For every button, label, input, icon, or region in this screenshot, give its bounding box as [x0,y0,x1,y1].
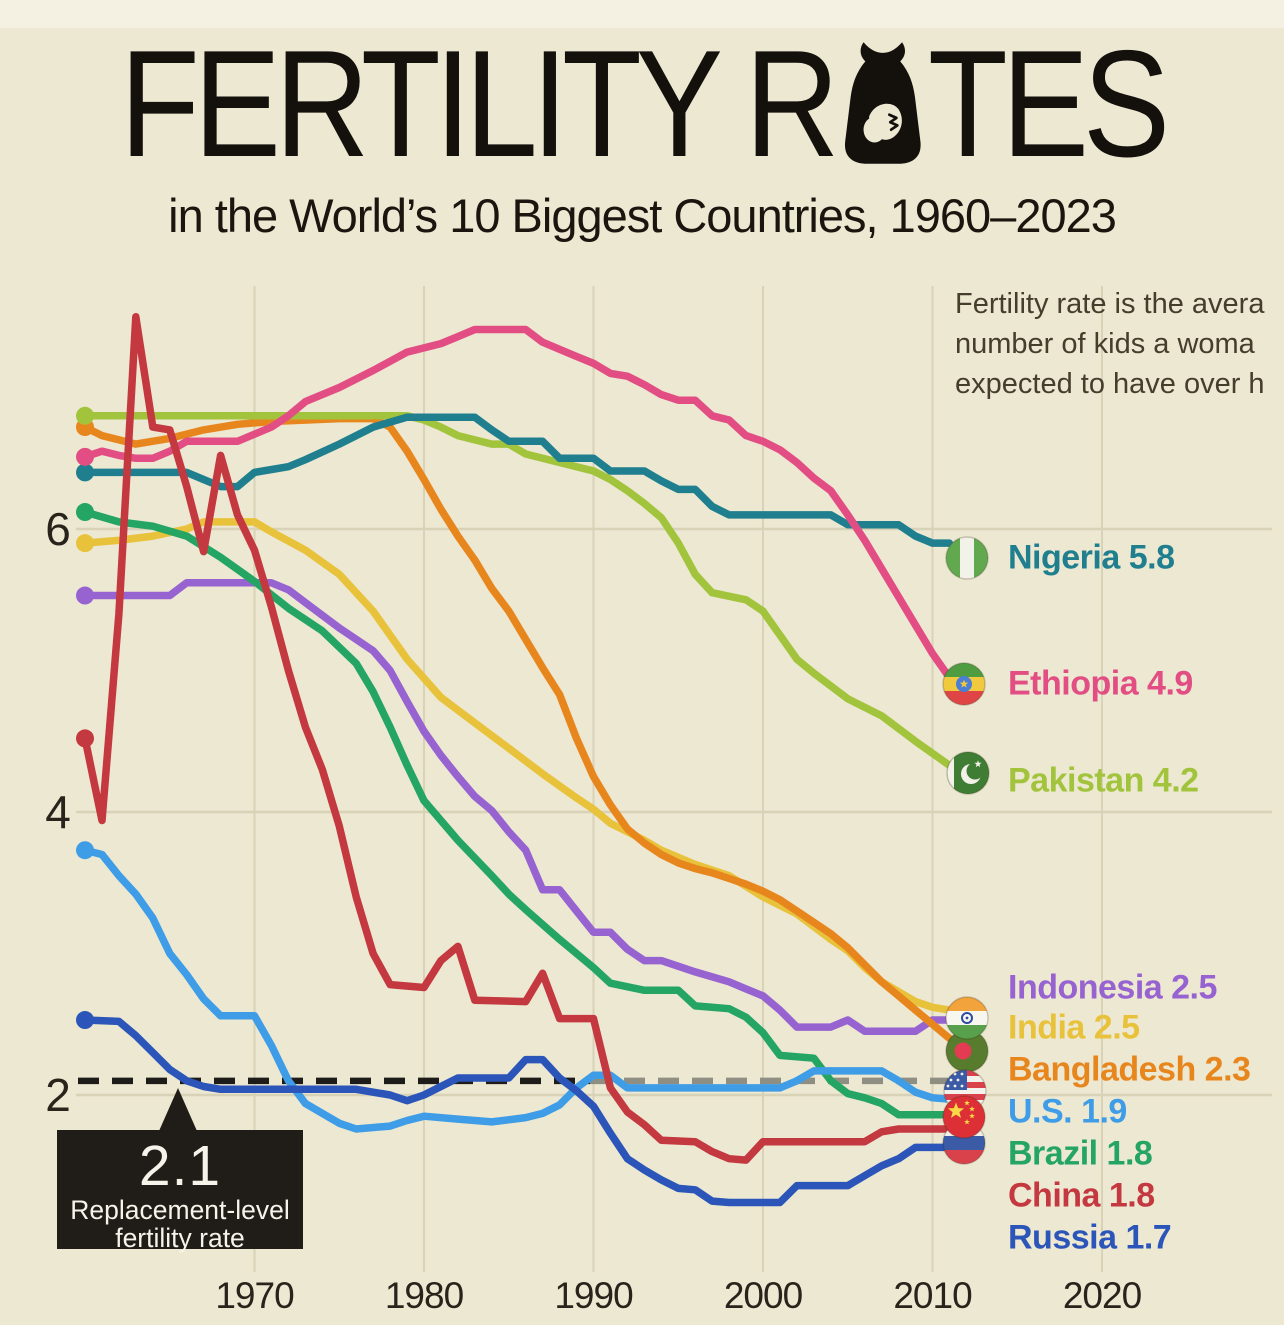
flag-icon-nigeria [945,536,989,580]
legend-label-ethiopia: Ethiopia 4.9 [1008,664,1193,703]
series-start-dot-pakistan [76,406,94,425]
x-axis-tick-2020: 2020 [1062,1275,1142,1316]
flag-icon-china [942,1095,986,1139]
y-axis-tick-6: 6 [45,503,71,555]
description-line: number of kids a woma [955,328,1255,360]
page-subtitle: in the World’s 10 Biggest Countries, 196… [168,189,1117,242]
flag-icon-ethiopia [942,662,986,706]
y-axis-tick-2: 2 [45,1069,71,1121]
series-start-dot-russia [76,1011,94,1030]
series-line-india [81,518,954,1014]
series-start-dot-china [76,729,94,748]
series-line-indonesia [81,579,954,1036]
chart-description: Fertility rate is the avera number of ki… [955,284,1265,404]
series-line-nigeria [81,413,954,547]
legend-label-india: India 2.5 [1008,1008,1140,1047]
legend-label-bangladesh: Bangladesh 2.3 [1008,1050,1251,1089]
series-start-dot-usa [76,841,94,860]
series-line-russia [81,1016,954,1207]
flag-icon-india [945,996,989,1040]
legend-label-brazil: Brazil 1.8 [1008,1134,1153,1173]
flag-icon-pakistan [946,751,990,795]
legend-label-russia: Russia 1.7 [1008,1218,1172,1257]
x-axis-tick-2000: 2000 [723,1275,803,1316]
series-line-china [81,313,954,1164]
series-line-usa [81,846,954,1133]
series-start-dot-ethiopia [76,447,94,466]
top-light-strip [0,0,1284,28]
replacement-level-callout: 2.1 Replacement-level fertility rate [57,1088,303,1253]
x-axis-tick-1990: 1990 [554,1275,633,1316]
page-title: FERTILITY R TES [90,19,1194,189]
description-line: expected to have over h [955,368,1265,400]
replacement-value: 2.1 [138,1134,222,1198]
legend-label-nigeria: Nigeria 5.8 [1008,538,1175,577]
series-start-dot-brazil [76,503,94,522]
y-axis-tick-4: 4 [45,786,71,838]
x-axis-tick-1970: 1970 [215,1275,294,1316]
series-start-dot-nigeria [76,463,94,482]
description-line: Fertility rate is the avera [955,288,1265,320]
series-start-dot-indonesia [76,586,94,605]
x-axis-tick-2010: 2010 [893,1275,972,1316]
series-line-pakistan [81,412,954,770]
replacement-caption-line2: fertility rate [115,1223,245,1253]
callout-arrow-icon [159,1088,197,1131]
title-text-right: TES [927,19,1170,189]
x-axis-tick-1980: 1980 [384,1275,464,1316]
replacement-caption-line1: Replacement-level [70,1195,290,1225]
series-line-ethiopia [81,325,954,682]
title-text-left: FERTILITY R [119,19,839,189]
series-start-dot-india [76,534,94,553]
legend-label-pakistan: Pakistan 4.2 [1008,761,1199,800]
legend-label-usa: U.S. 1.9 [1008,1092,1127,1131]
legend-label-indonesia: Indonesia 2.5 [1008,968,1217,1007]
pregnant-woman-icon [845,42,922,164]
legend-label-china: China 1.8 [1008,1176,1155,1215]
